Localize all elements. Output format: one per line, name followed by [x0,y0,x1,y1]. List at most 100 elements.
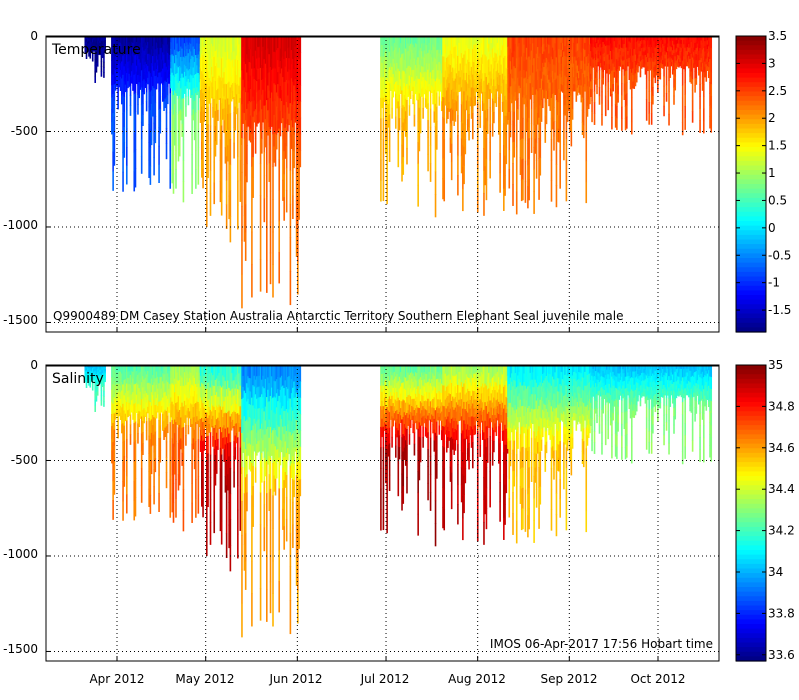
salinity-profile-cell [249,444,252,459]
temperature-profile-cell [563,66,565,83]
salinity-profile-cell [222,365,224,376]
temperature-profile-cell [127,48,129,56]
temperature-colorbar-cell [736,63,766,69]
temperature-profile-cell [419,60,422,73]
salinity-profile-cell [235,403,238,415]
temperature-profile-cell [85,36,88,40]
temperature-profile-cell [617,85,619,95]
temperature-profile-cell [198,59,201,68]
temperature-profile-cell [201,141,203,160]
temperature-profile-cell [230,84,233,94]
temperature-profile-cell [227,51,229,68]
temperature-profile-cell [176,65,179,74]
temperature-profile-cell [673,61,675,71]
temperature-profile-cell [498,48,500,62]
temperature-profile-cell [199,46,202,59]
temperature-profile-cell [471,36,474,50]
temperature-profile-cell [85,55,88,59]
temperature-profile-cell [408,105,411,116]
salinity-profile-cell [227,380,229,397]
temperature-profile-cell [287,95,289,108]
temperature-profile-cell [489,71,491,90]
temperature-profile-cell [435,50,438,65]
salinity-profile-cell [192,427,195,439]
temperature-profile-cell [283,105,285,129]
temperature-profile-cell [88,53,90,57]
temperature-profile-cell [483,103,485,127]
temperature-profile-cell [119,42,122,51]
temperature-profile-cell [507,98,509,110]
salinity-profile-cell [113,397,116,414]
temperature-profile-cell [539,70,542,89]
salinity-profile-cell [149,383,152,403]
temperature-profile-cell [627,36,629,41]
temperature-colorbar-cell [736,133,766,139]
temperature-profile-cell [662,44,664,49]
salinity-profile-cell [172,384,175,405]
temperature-profile-cell [500,86,503,94]
temperature-profile-cell [202,73,204,94]
temperature-profile-cell [464,139,467,155]
temperature-profile-cell [118,36,121,43]
temperature-profile-cell [190,51,192,60]
temperature-profile-cell [237,132,239,158]
salinity-profile-cell [140,365,143,383]
temperature-profile-cell [606,36,608,42]
salinity-profile-cell [272,365,274,399]
salinity-profile-cell [157,394,159,401]
temperature-profile-cell [522,138,524,160]
salinity-profile-cell [223,413,225,426]
temperature-profile-cell [512,184,514,206]
temperature-profile-cell [593,113,596,125]
temperature-profile-cell [209,192,212,216]
temperature-profile-cell [187,53,190,63]
temperature-profile-cell [422,97,424,109]
salinity-profile-cell [132,371,134,380]
salinity-profile-cell [177,365,180,382]
temperature-profile-cell [566,36,569,48]
temperature-profile-cell [258,46,261,59]
temperature-profile-cell [545,46,548,59]
temperature-profile-cell [269,36,272,68]
temperature-profile-cell [709,82,711,94]
temperature-profile-cell [223,72,225,85]
temperature-profile-cell [412,52,414,62]
temperature-profile-cell [543,43,545,52]
temperature-profile-cell [385,50,387,66]
temperature-profile-cell [123,126,126,143]
salinity-profile-cell [222,437,224,449]
temperature-profile-cell [424,36,427,46]
temperature-profile-cell [694,85,696,93]
temperature-profile-cell [154,115,157,130]
temperature-profile-cell [274,36,277,53]
temperature-profile-cell [626,105,628,118]
temperature-profile-cell [166,52,169,62]
salinity-profile-cell [199,408,202,420]
temperature-profile-cell [218,75,220,85]
temperature-profile-cell [442,137,444,159]
temperature-profile-cell [571,108,574,120]
temperature-profile-cell [185,56,187,67]
temperature-profile-cell [285,79,288,103]
salinity-profile-cell [114,405,117,413]
temperature-profile-cell [613,51,616,58]
temperature-profile-cell [178,65,181,82]
temperature-profile-cell [157,77,159,84]
temperature-profile-cell [621,59,623,72]
salinity-profile-cell [152,375,154,386]
temperature-profile-cell [409,82,412,92]
temperature-profile-cell [403,71,406,84]
temperature-profile-cell [210,90,213,99]
salinity-profile-cell [201,417,203,437]
temperature-profile-cell [227,98,229,115]
salinity-profile-cell [101,367,104,371]
temperature-profile-cell [474,53,477,63]
temperature-profile-cell [523,52,525,62]
salinity-profile-cell [257,375,259,388]
salinity-profile-cell [207,365,209,384]
temperature-profile-cell [391,36,393,47]
temperature-profile-cell [152,86,154,97]
temperature-profile-cell [203,57,206,69]
temperature-profile-cell [123,111,126,128]
temperature-profile-cell [435,135,438,150]
